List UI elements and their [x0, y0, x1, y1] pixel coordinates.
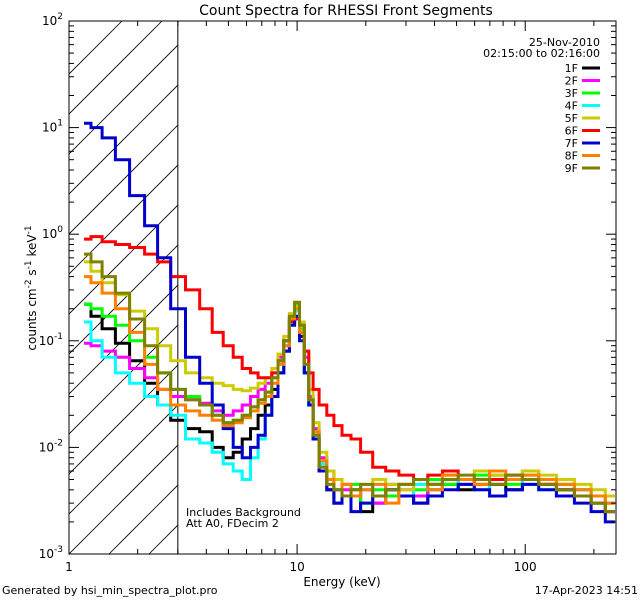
legend-label-6F: 6F [565, 125, 578, 138]
series-line-7F [84, 121, 615, 524]
legend-label-9F: 9F [565, 162, 578, 175]
hatch-line [69, 164, 178, 275]
y-tick-label-base: 10 [39, 334, 54, 348]
legend-label-8F: 8F [565, 150, 578, 163]
y-tick-label-base: 10 [42, 14, 57, 28]
legend-label-1F: 1F [565, 62, 578, 75]
y-tick-label-base: 10 [42, 227, 57, 241]
legend-label-7F: 7F [565, 137, 578, 150]
y-tick-label-base: 10 [39, 547, 54, 561]
y-axis-label: counts cm-2 s-1 keV-1 [24, 225, 39, 350]
series-line-9F [84, 252, 615, 514]
y-tick-label-exponent: 0 [57, 225, 63, 235]
hatch-line [69, 44, 178, 155]
y-tick-label-exponent: 2 [57, 12, 63, 22]
y-axis-label-base: counts cm [25, 288, 39, 350]
hatch-line [69, 124, 178, 235]
y-tick-label-exponent: -2 [54, 438, 63, 448]
observation-date: 25-Nov-2010 [529, 36, 600, 49]
annotation-background: Includes Background [186, 506, 301, 519]
legend-label-2F: 2F [565, 75, 578, 88]
x-tick-label: 10 [289, 560, 304, 574]
hatch-line [589, 14, 640, 554]
hatch-line [549, 14, 640, 554]
y-tick-label: 102 [42, 12, 63, 28]
plot-frame [68, 20, 617, 555]
legend-label-4F: 4F [565, 100, 578, 113]
hatch-line [389, 14, 640, 554]
y-tick-label: 101 [42, 119, 63, 135]
hatch-line [469, 14, 640, 554]
series-line-8F [84, 275, 615, 505]
y-tick-label-exponent: -3 [54, 545, 63, 555]
x-tick-label: 1 [65, 560, 73, 574]
hatch-line [349, 14, 640, 554]
y-axis-label-exp2: -1 [24, 260, 34, 269]
generated-timestamp: 17-Apr-2023 14:51 [534, 584, 638, 597]
y-tick-label: 10-1 [39, 332, 63, 348]
legend-label-5F: 5F [565, 112, 578, 125]
hatch-line [108, 484, 178, 554]
y-axis-label-exp1: -2 [24, 279, 34, 288]
y-tick-label-base: 10 [42, 121, 57, 135]
x-axis-label: Energy (keV) [303, 575, 380, 589]
hatch-line [69, 364, 178, 475]
hatch-line [229, 14, 640, 554]
hatch-line [69, 244, 178, 355]
y-axis-label-exp3: -1 [24, 225, 34, 234]
hatch-line [429, 14, 640, 554]
y-tick-label: 100 [42, 225, 63, 241]
hatch-line [269, 14, 640, 554]
generated-by-label: Generated by hsi_min_spectra_plot.pro [2, 584, 218, 597]
legend-label-3F: 3F [565, 87, 578, 100]
y-tick-label-exponent: 1 [57, 119, 63, 129]
y-tick-label-base: 10 [39, 440, 54, 454]
observation-time-range: 02:15:00 to 02:16:00 [483, 47, 600, 60]
hatch-line [69, 444, 178, 554]
y-axis-label-kev: keV [25, 234, 39, 261]
hatch-line [69, 284, 178, 395]
annotation-attenuator: Att A0, FDecim 2 [186, 517, 279, 530]
hatch-line [69, 84, 178, 195]
series-line-4F [84, 309, 615, 514]
chart-title: Count Spectra for RHESSI Front Segments [199, 3, 493, 19]
series-group [84, 121, 615, 524]
y-tick-label: 10-2 [39, 438, 63, 454]
y-tick-label: 10-3 [39, 545, 63, 561]
x-tick-label: 100 [514, 560, 537, 574]
hatch-line [69, 21, 163, 115]
y-axis-label-s: s [25, 269, 39, 279]
hatch-line [69, 404, 178, 515]
y-tick-label-exponent: -1 [54, 332, 63, 342]
hatch-line [69, 324, 178, 435]
